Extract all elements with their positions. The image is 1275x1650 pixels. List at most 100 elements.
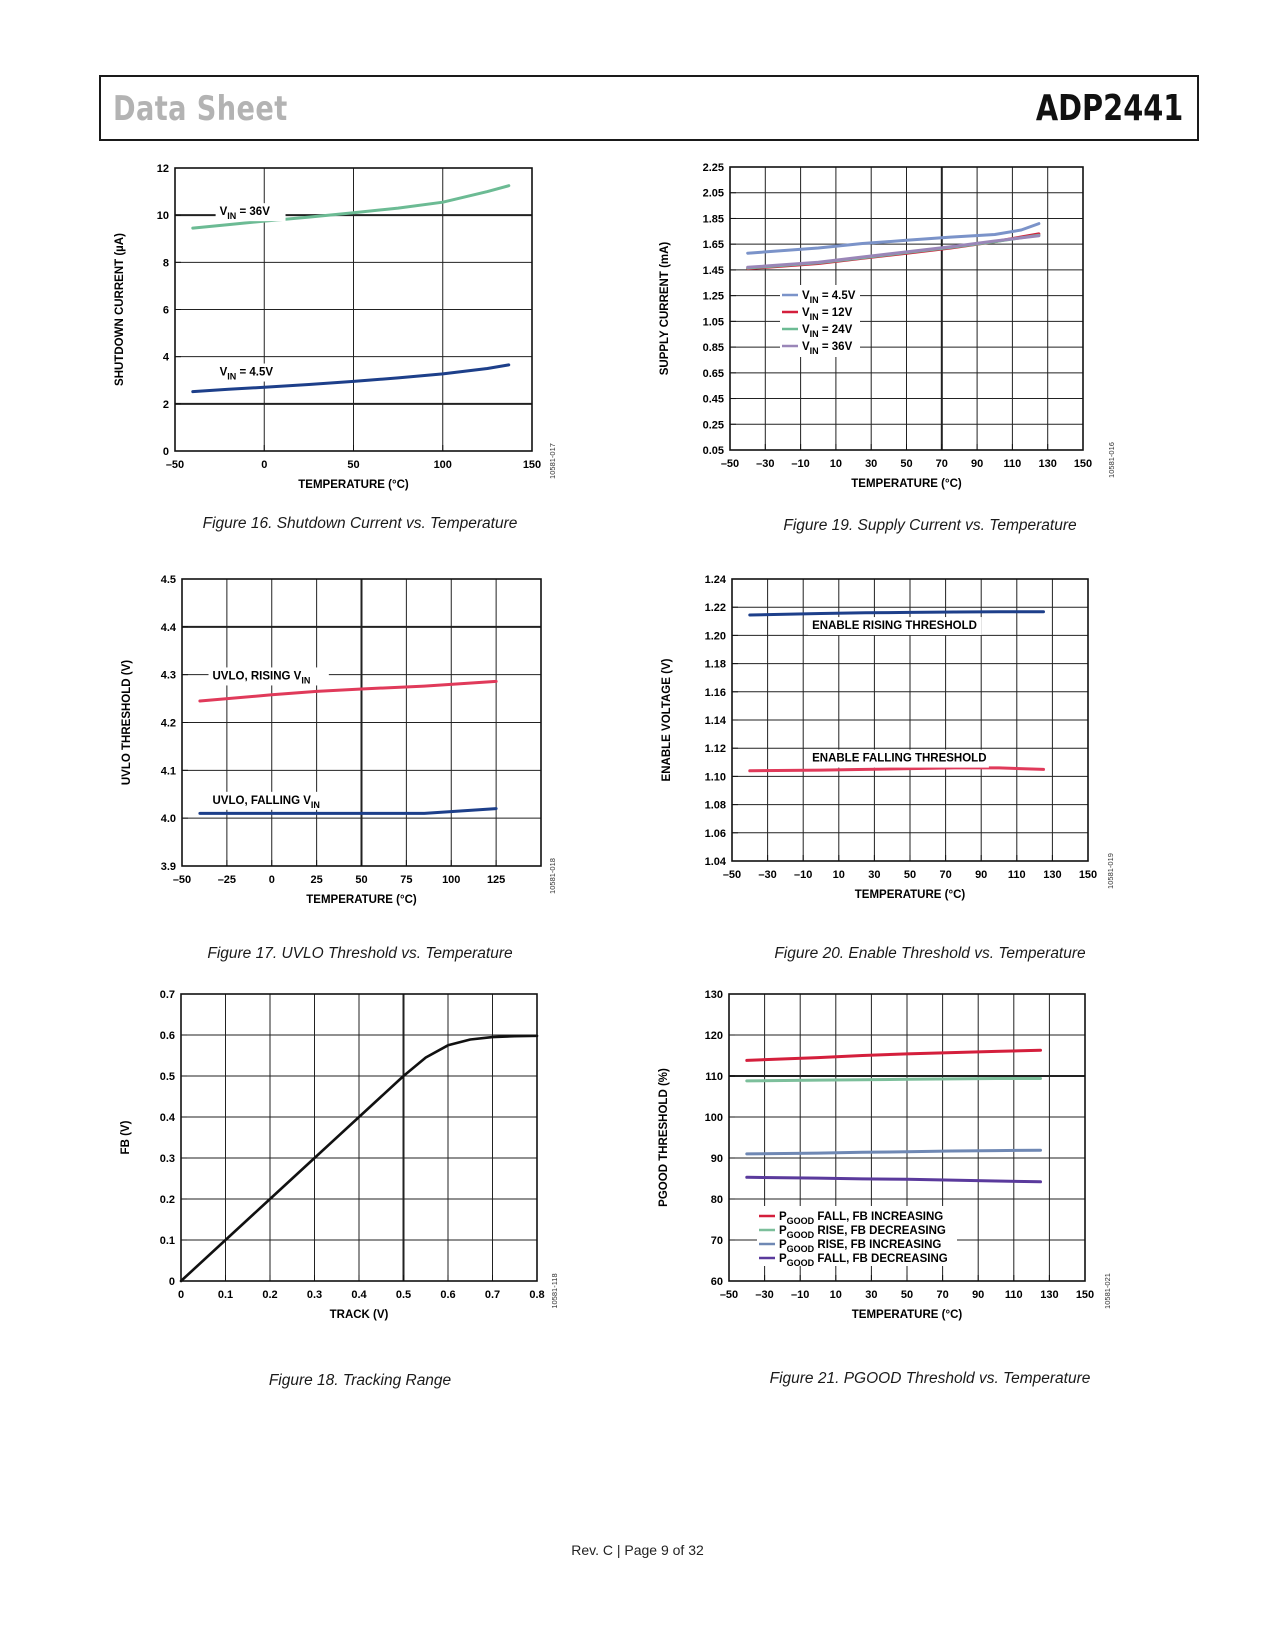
y-tick-label: 2.25 <box>703 162 724 174</box>
x-tick-label: 50 <box>355 874 367 886</box>
y-tick-label: 1.65 <box>703 239 724 251</box>
x-tick-label: 70 <box>936 458 948 470</box>
series-label: VIN = 12V <box>802 307 853 322</box>
x-tick-label: –50 <box>166 459 184 471</box>
x-tick-label: 0.6 <box>440 1289 455 1301</box>
y-axis-label: FB (V) <box>120 1120 132 1154</box>
x-tick-label: 30 <box>868 869 880 881</box>
y-tick-label: 1.45 <box>703 265 724 277</box>
part-number: ADP2441 <box>1035 88 1183 129</box>
x-tick-label: –25 <box>218 874 236 886</box>
x-tick-label: 110 <box>1004 458 1022 470</box>
y-tick-label: 0.45 <box>703 394 724 406</box>
page-footer: Rev. C | Page 9 of 32 <box>571 1542 704 1558</box>
y-tick-label: 120 <box>705 1030 723 1042</box>
y-tick-label: 0.4 <box>160 1112 176 1124</box>
y-axis-label: ENABLE VOLTAGE (V) <box>661 658 673 781</box>
label-background <box>808 617 982 636</box>
doc-type-label: Data Sheet <box>113 89 288 129</box>
x-tick-label: 25 <box>311 874 323 886</box>
x-axis-label: TEMPERATURE (°C) <box>855 889 966 901</box>
figure-code: 10581-018 <box>548 858 557 894</box>
y-tick-label: 1.04 <box>705 856 727 868</box>
x-tick-label: 150 <box>1076 1289 1094 1301</box>
series-label: PGOOD FALL, FB DECREASING <box>779 1253 948 1268</box>
figure-17-caption: Figure 17. UVLO Threshold vs. Temperatur… <box>207 945 513 962</box>
y-tick-label: 0.85 <box>703 342 724 354</box>
y-tick-label: 1.85 <box>703 213 724 225</box>
x-tick-label: –30 <box>756 458 774 470</box>
y-tick-label: 4.2 <box>161 718 176 730</box>
y-tick-label: 4 <box>163 352 170 364</box>
y-tick-label: 70 <box>711 1235 723 1247</box>
figure-19-caption: Figure 19. Supply Current vs. Temperatur… <box>783 517 1077 534</box>
y-tick-label: 0 <box>169 1276 175 1288</box>
x-tick-label: 0 <box>261 459 267 471</box>
series-line <box>198 807 498 815</box>
x-tick-label: 100 <box>442 874 460 886</box>
chart-uvlo-threshold: –50 –25 0 25 50 75 100 125 3.9 4.0 4.1 4.2 4.3 4.4 4.5… <box>121 574 557 906</box>
series-label: PGOOD RISE, FB DECREASING <box>779 1225 946 1240</box>
y-tick-label: 100 <box>705 1112 723 1124</box>
label-background <box>208 667 329 686</box>
y-tick-label: 1.20 <box>705 630 726 642</box>
x-tick-label: 50 <box>347 459 359 471</box>
x-tick-label: –10 <box>791 1289 809 1301</box>
y-tick-label: 1.24 <box>705 574 727 586</box>
x-tick-label: 90 <box>971 458 983 470</box>
y-tick-label: 12 <box>157 163 169 175</box>
chart-enable-threshold: –50 –30 –10 10 30 50 70 90 110 130 150 1.04 1.06 1.08… <box>661 574 1115 901</box>
label-background <box>208 791 337 810</box>
y-tick-label: 4.3 <box>161 670 176 682</box>
x-tick-label: –30 <box>758 869 776 881</box>
x-axis-label: TEMPERATURE (°C) <box>852 1309 963 1321</box>
series-label: UVLO, RISING VIN <box>213 670 311 685</box>
series-label: PGOOD RISE, FB INCREASING <box>779 1239 941 1254</box>
series-line <box>746 222 1041 255</box>
series-line <box>745 1048 1042 1062</box>
y-tick-label: 2.05 <box>703 188 724 200</box>
y-axis-label: UVLO THRESHOLD (V) <box>121 660 133 785</box>
y-tick-label: 3.9 <box>161 861 176 873</box>
x-tick-label: 10 <box>830 458 842 470</box>
y-tick-label: 4.0 <box>161 813 176 825</box>
x-tick-label: 0.2 <box>262 1289 277 1301</box>
series-line <box>191 184 511 230</box>
chart-supply-current: –50 –30 –10 10 30 50 70 90 110 130 150 0.05 0.25 0.45… <box>659 162 1116 490</box>
figure-21-caption: Figure 21. PGOOD Threshold vs. Temperatu… <box>769 1370 1091 1387</box>
y-tick-label: 6 <box>163 305 169 317</box>
x-tick-label: 30 <box>865 458 877 470</box>
y-axis-label: SUPPLY CURRENT (mA) <box>659 242 671 376</box>
y-tick-label: 0 <box>163 446 169 458</box>
x-tick-label: –50 <box>173 874 191 886</box>
y-tick-label: 0.2 <box>160 1194 175 1206</box>
y-tick-label: 1.22 <box>705 602 726 614</box>
x-axis-label: TEMPERATURE (°C) <box>298 479 409 491</box>
y-tick-label: 1.10 <box>705 771 726 783</box>
x-tick-label: 50 <box>901 1289 913 1301</box>
x-tick-label: 0 <box>178 1289 184 1301</box>
y-tick-label: 110 <box>705 1071 723 1083</box>
figure-18-caption: Figure 18. Tracking Range <box>268 1372 452 1389</box>
figure-20-caption: Figure 20. Enable Threshold vs. Temperat… <box>774 945 1086 962</box>
x-tick-label: 130 <box>1043 869 1061 881</box>
figure-code: 10581-019 <box>1106 853 1115 889</box>
legend-background <box>757 1206 957 1266</box>
x-tick-label: 50 <box>900 458 912 470</box>
series-label: PGOOD FALL, FB INCREASING <box>779 1211 943 1226</box>
x-tick-label: 90 <box>972 1289 984 1301</box>
x-tick-label: 0.4 <box>351 1289 367 1301</box>
x-tick-label: 10 <box>833 869 845 881</box>
series-line <box>745 1077 1042 1083</box>
series-line <box>191 363 511 394</box>
x-axis-label: TEMPERATURE (°C) <box>851 478 962 490</box>
series-line <box>748 766 1045 773</box>
y-tick-label: 8 <box>163 257 169 269</box>
x-tick-label: 150 <box>523 459 541 471</box>
y-tick-label: 90 <box>711 1153 723 1165</box>
x-tick-label: 150 <box>1074 458 1092 470</box>
series-line <box>198 679 498 703</box>
series-line <box>746 234 1041 269</box>
y-tick-label: 0.05 <box>703 445 724 457</box>
x-tick-label: 130 <box>1039 458 1057 470</box>
